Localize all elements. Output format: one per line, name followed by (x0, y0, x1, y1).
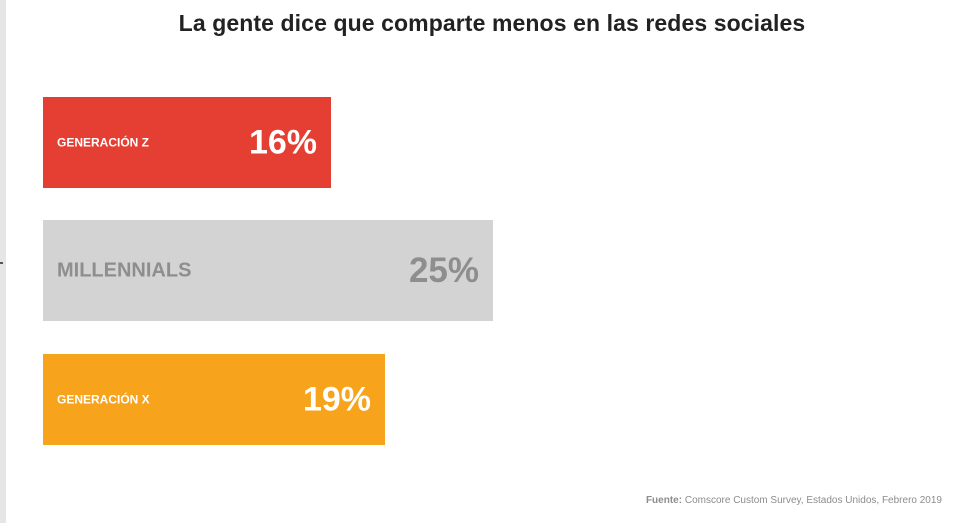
bar-1 (43, 97, 331, 188)
bar-value-label-2: 25% (409, 251, 479, 290)
bar-3 (43, 354, 385, 445)
bar-category-label-2: MILLENNIALS (57, 260, 191, 282)
bar-2 (43, 220, 493, 321)
source-label: Fuente: (645, 495, 683, 506)
bar-category-label-1: GENERACIÓN Z (57, 135, 149, 150)
left-edge-strip (0, 0, 6, 523)
edge-tick-mark (0, 262, 3, 264)
bar-category-label-3: GENERACIÓN X (57, 392, 150, 407)
source-note: Fuente: Comscore Custom Survey, Estados … (646, 495, 942, 506)
source-text: Comscore Custom Survey, Estados Unidos, … (684, 495, 942, 506)
bar-value-label-1: 16% (249, 124, 317, 162)
bar-value-label-3: 19% (303, 381, 371, 419)
chart-title: La gente dice que comparte menos en las … (178, 10, 806, 36)
